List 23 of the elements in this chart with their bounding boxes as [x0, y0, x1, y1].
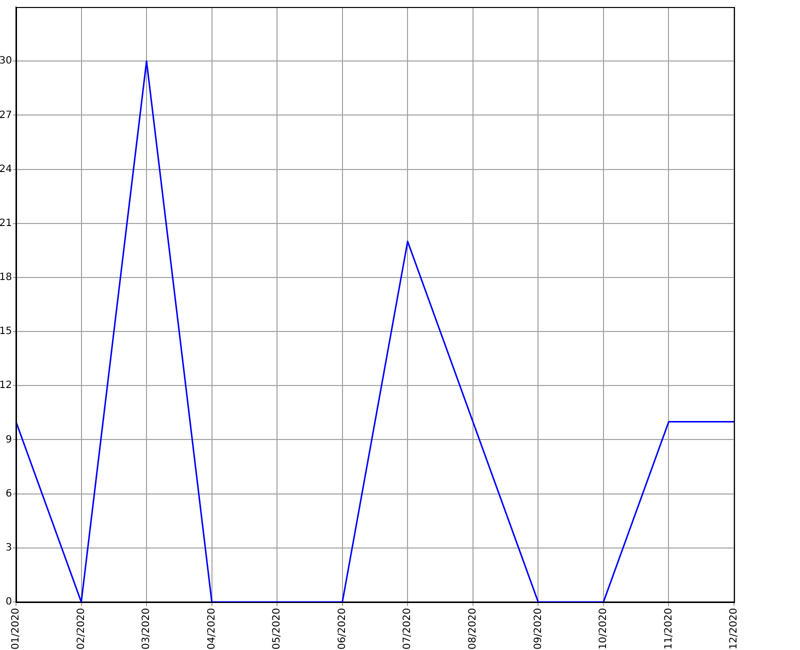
y-tick-label: 3 — [6, 542, 12, 554]
x-tick-label: 11/2020 — [663, 608, 674, 650]
x-tick-label: 12/2020 — [728, 608, 740, 650]
y-tick-label: 15 — [0, 326, 12, 338]
y-tick-label: 27 — [0, 110, 12, 121]
x-tick-label: 04/2020 — [206, 608, 218, 650]
y-tick-label: 21 — [0, 218, 12, 229]
x-tick-label: 08/2020 — [468, 608, 479, 650]
x-tick-label: 05/2020 — [272, 608, 283, 650]
x-tick-label: 07/2020 — [402, 608, 414, 650]
y-tick-label: 6 — [6, 488, 12, 500]
y-tick-label: 30 — [0, 56, 12, 67]
y-tick-label: 9 — [6, 434, 12, 446]
y-tick-label: 0 — [6, 596, 12, 608]
y-tick-label: 24 — [0, 164, 12, 175]
y-tick-label: 12 — [0, 380, 12, 392]
x-tick-label: 03/2020 — [141, 608, 152, 650]
x-tick-label: 01/2020 — [10, 608, 22, 650]
y-tick-label: 18 — [0, 272, 12, 284]
x-tick-label: 09/2020 — [532, 608, 544, 650]
x-tick-label: 10/2020 — [598, 608, 610, 650]
x-tick-label: 06/2020 — [336, 608, 348, 650]
x-tick-label: 02/2020 — [76, 608, 87, 650]
